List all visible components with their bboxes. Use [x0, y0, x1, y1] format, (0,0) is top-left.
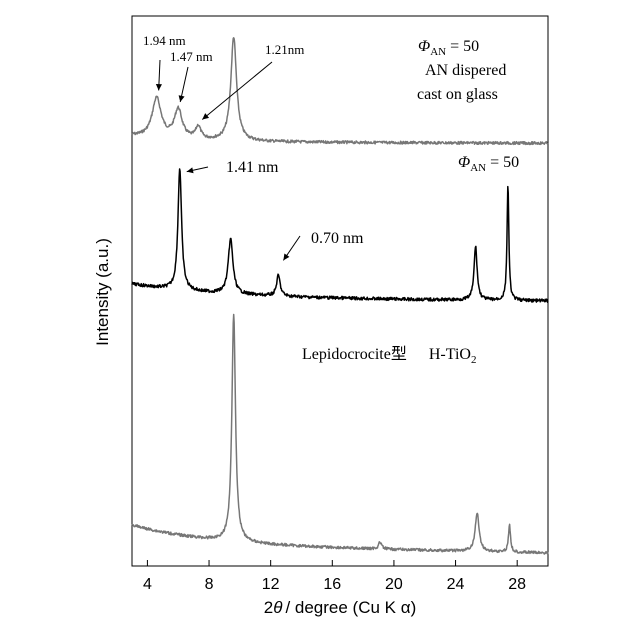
x-axis-label-prefix: 2: [264, 598, 273, 617]
annotation-arrowhead-0-1: [178, 95, 185, 103]
x-axis-label-suffix: / degree (Cu K α): [285, 598, 416, 617]
series-1-phi-sub: AN: [430, 46, 446, 58]
x-tick-label-5: 24: [447, 576, 465, 593]
series-1-label-line-2: AN dispered: [425, 62, 506, 79]
x-tick-label-3: 16: [323, 576, 341, 593]
annotations-layer: 1.94 nm1.47 nm 1.21nm 1.41 nm 0.70 nm: [143, 33, 364, 261]
x-tick-label-0: 4: [143, 576, 152, 593]
series-2-phi-sub: AN: [470, 162, 486, 174]
series-3-label: Lepidocrocite型 H-TiO2: [302, 345, 476, 366]
series-2-eq: = 50: [486, 154, 519, 171]
series-3-trace: [131, 313, 549, 555]
series-1-eq: = 50: [446, 38, 479, 55]
series-2-phi: Φ: [458, 154, 470, 171]
series-1-label-line-3: cast on glass: [417, 86, 498, 103]
annotation-label-1-1: 0.70 nm: [311, 230, 364, 247]
annotation-label-1-0: 1.41 nm: [226, 159, 279, 176]
series-layer: [131, 37, 549, 555]
series-1-trace: [131, 37, 549, 146]
series-1-phi: Φ: [418, 38, 430, 55]
x-tick-label-2: 12: [262, 576, 280, 593]
annotation-arrowhead-1-1: [283, 253, 290, 261]
annotation-arrowhead-0-2: [202, 113, 210, 120]
series-1-label-line-1: ΦAN = 50: [418, 38, 479, 58]
x-axis-label-theta: θ: [273, 598, 283, 617]
series-3-label-text: Lepidocrocite型: [302, 345, 407, 363]
annotation-label-0-0: 1.94 nm: [143, 33, 186, 48]
annotation-arrowhead-1-0: [186, 167, 194, 174]
annotation-arrow-0-2: [201, 61, 273, 120]
y-axis-label: Intensity (a.u.): [93, 238, 112, 346]
x-axis-label: 2θ / degree (Cu K α): [264, 598, 416, 617]
x-tick-label-4: 20: [385, 576, 403, 593]
x-tick-label-1: 8: [205, 576, 214, 593]
x-axis-ticks: 4 8 12 16 20 24 28: [143, 560, 526, 593]
series-3-formula-sub: 2: [471, 354, 477, 366]
x-tick-label-6: 28: [508, 576, 526, 593]
annotation-label-0-1: 1.47 nm: [170, 49, 213, 64]
plot-frame: [131, 15, 549, 567]
annotation-label-0-2: 1.21nm: [265, 42, 304, 57]
annotation-arrowhead-0-0: [155, 84, 162, 91]
series-2-trace: [131, 168, 549, 304]
series-2-label: ΦAN = 50: [458, 154, 519, 174]
series-3-formula: H-TiO: [429, 346, 471, 363]
